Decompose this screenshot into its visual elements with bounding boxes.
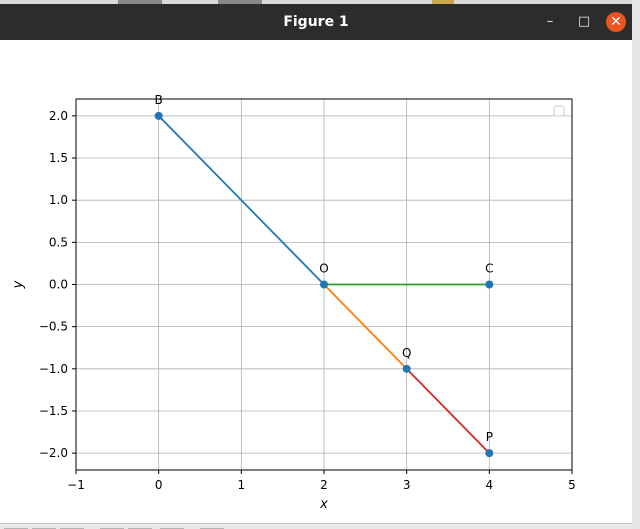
minimize-button[interactable]: – xyxy=(546,14,554,29)
y-tick-label: −2.0 xyxy=(39,446,68,460)
x-tick-label: 1 xyxy=(238,478,246,492)
x-tick-label: 0 xyxy=(155,478,163,492)
y-tick-label: −1.0 xyxy=(39,362,68,376)
point-B xyxy=(154,111,163,120)
y-tick-label: −1.5 xyxy=(39,404,68,418)
window-title: Figure 1 xyxy=(283,14,349,30)
maximize-button[interactable]: □ xyxy=(577,14,591,29)
point-O xyxy=(320,280,328,289)
segment-BO xyxy=(157,114,325,286)
y-tick-label: −0.5 xyxy=(39,320,68,334)
chart-svg: B O C Q P −1 0 1 2 3 4 5 −2.0 −1.5 −1.0 −0.5 0.0 0.5 1.0… xyxy=(11,93,576,512)
x-ticks: −1 0 1 2 3 4 5 xyxy=(67,470,576,492)
x-tick-label: 4 xyxy=(486,478,494,492)
segment-OQ xyxy=(323,283,408,370)
segment-QP xyxy=(405,367,491,455)
line-segments xyxy=(157,114,491,455)
point-C xyxy=(485,280,494,289)
x-tick-label: 3 xyxy=(403,478,411,492)
y-axis-label: y xyxy=(11,280,26,289)
point-Q xyxy=(402,364,411,373)
point-label-P: P xyxy=(486,430,493,444)
navigation-toolbar xyxy=(0,523,632,529)
point-labels: B O C Q P xyxy=(155,93,494,444)
y-tick-label: 0.0 xyxy=(49,278,68,292)
figure-canvas[interactable]: B O C Q P −1 0 1 2 3 4 5 −2.0 −1.5 −1.0 −0.5 0.0 0.5 1.0… xyxy=(0,40,632,525)
point-P xyxy=(485,449,494,458)
y-tick-label: 2.0 xyxy=(49,109,68,123)
x-tick-label: 2 xyxy=(320,478,328,492)
desktop-top-strip xyxy=(0,0,640,5)
y-tick-label: 1.5 xyxy=(49,151,68,165)
point-label-C: C xyxy=(485,262,493,276)
background-window-edge xyxy=(632,0,640,529)
figure-window: Figure 1 – □ ✕ B O C Q P −1 0 1 2 3 4 5 −2.0 −1.5 −1… xyxy=(0,4,632,529)
y-ticks: −2.0 −1.5 −1.0 −0.5 0.0 0.5 1.0 1.5 2.0 xyxy=(39,109,76,460)
taskbar-thumbnail xyxy=(218,0,262,5)
close-button[interactable]: ✕ xyxy=(606,12,626,32)
point-label-B: B xyxy=(155,93,163,107)
x-tick-label: 5 xyxy=(568,478,576,492)
x-tick-label: −1 xyxy=(67,478,85,492)
taskbar-thumbnail xyxy=(432,0,454,5)
taskbar-thumbnail xyxy=(118,0,162,5)
data-points xyxy=(154,111,494,458)
x-axis-label: x xyxy=(319,497,328,512)
y-tick-label: 1.0 xyxy=(49,193,68,207)
legend-box xyxy=(553,105,565,117)
y-tick-label: 0.5 xyxy=(49,235,68,249)
point-label-O: O xyxy=(319,262,328,276)
point-label-Q: Q xyxy=(402,346,411,360)
title-bar[interactable]: Figure 1 – □ ✕ xyxy=(0,4,632,40)
